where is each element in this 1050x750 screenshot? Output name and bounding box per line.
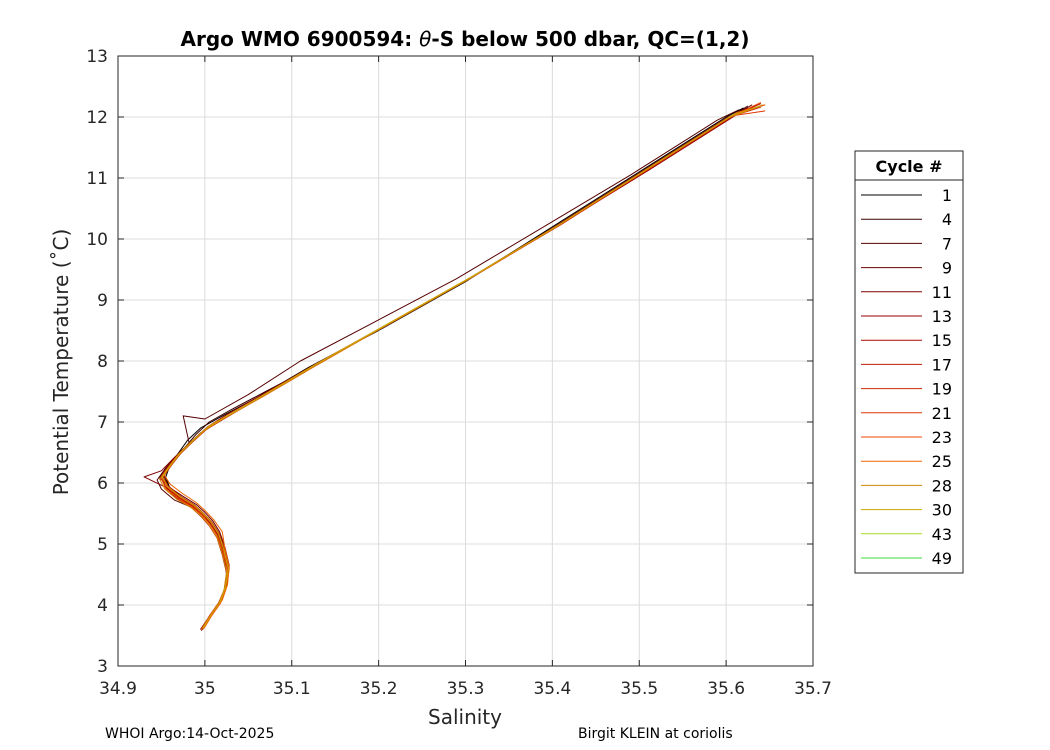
x-tick-label: 35.1 [273, 679, 311, 699]
x-tick-label: 35.7 [794, 679, 832, 699]
legend-label-cycle-30: 30 [932, 501, 952, 520]
chart-title-theta: θ [419, 27, 431, 51]
y-tick-label: 5 [97, 535, 108, 555]
y-tick-label: 3 [97, 657, 108, 677]
x-tick-label: 35.3 [447, 679, 485, 699]
legend-label-cycle-43: 43 [932, 525, 952, 544]
y-ticks: 3 4 5 6 7 8 9 10 11 12 13 [86, 47, 813, 677]
legend-label-cycle-9: 9 [942, 259, 952, 278]
legend-label-cycle-7: 7 [942, 234, 952, 253]
x-tick-label: 35.6 [707, 679, 745, 699]
chart-title: Argo WMO 6900594: θ-S below 500 dbar, QC… [181, 27, 750, 51]
legend-title: Cycle # [876, 157, 943, 176]
legend-label-cycle-4: 4 [942, 210, 952, 229]
y-tick-label: 6 [97, 474, 108, 494]
footer-right: Birgit KLEIN at coriolis [578, 726, 733, 742]
legend-label-cycle-15: 15 [932, 331, 952, 350]
legend-label-cycle-28: 28 [932, 476, 952, 495]
x-tick-label: 34.9 [99, 679, 137, 699]
series-line-cycle-28 [159, 104, 763, 630]
footer-left: WHOI Argo:14-Oct-2025 [105, 726, 275, 742]
legend-label-cycle-19: 19 [932, 380, 952, 399]
x-tick-label: 35.2 [360, 679, 398, 699]
legend-label-cycle-13: 13 [932, 307, 952, 326]
legend-label-cycle-23: 23 [932, 428, 952, 447]
y-tick-label: 8 [97, 352, 108, 372]
legend-label-cycle-11: 11 [932, 283, 952, 302]
legend-label-cycle-17: 17 [932, 355, 952, 374]
chart-title-suffix: -S below 500 dbar, QC=(1,2) [431, 27, 749, 51]
x-ticks: 34.9 35 35.1 35.2 35.3 35.4 35.5 35.6 35.7 [99, 56, 832, 699]
legend: Cycle # 1 4 7 9 11 13 15 17 19 21 23 25 28 30 43 49 [854, 150, 964, 574]
x-tick-label: 35 [194, 679, 216, 699]
legend-box [854, 150, 964, 574]
y-tick-label: 9 [97, 291, 108, 311]
x-axis-label: Salinity [428, 705, 502, 729]
x-tick-label: 35.5 [620, 679, 658, 699]
y-tick-label: 10 [86, 230, 108, 250]
x-tick-label: 35.4 [533, 679, 571, 699]
series-layer [143, 101, 766, 631]
legend-label-cycle-1: 1 [942, 186, 952, 205]
legend-items: 1 4 7 9 11 13 15 17 19 21 23 25 28 30 43 49 [861, 186, 952, 568]
legend-label-cycle-49: 49 [932, 549, 952, 568]
legend-label-cycle-25: 25 [932, 452, 952, 471]
chart-title-prefix: Argo WMO 6900594: [181, 27, 420, 51]
y-tick-label: 7 [97, 413, 108, 433]
series-line-cycle-30 [161, 105, 762, 629]
legend-label-cycle-21: 21 [932, 404, 952, 423]
y-tick-label: 12 [86, 108, 108, 128]
y-tick-label: 11 [86, 169, 108, 189]
y-tick-label: 13 [86, 47, 108, 67]
y-tick-label: 4 [97, 596, 108, 616]
y-axis-label: Potential Temperature (˚C) [49, 229, 73, 496]
